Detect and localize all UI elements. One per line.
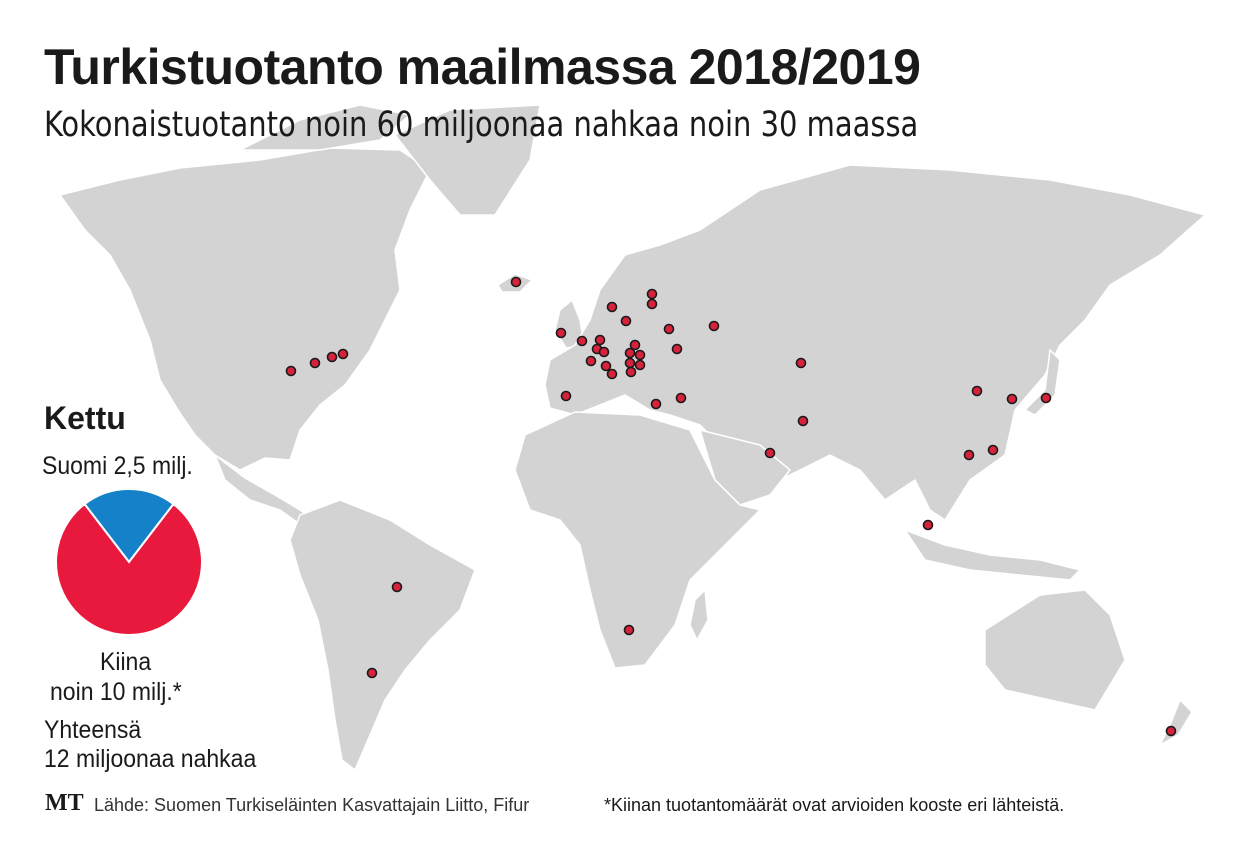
production-site-dot — [922, 519, 934, 531]
production-site-dot — [1006, 393, 1018, 405]
china-label: Kiina — [100, 648, 152, 676]
production-site-dot — [560, 390, 572, 402]
australia — [984, 589, 1126, 711]
production-site-dot — [624, 357, 636, 369]
fox-pie-chart — [55, 488, 203, 636]
production-site-dot — [650, 398, 662, 410]
pie-slice-suomi — [83, 488, 175, 564]
finland-label: Suomi 2,5 milj. — [42, 452, 193, 480]
production-site-dot — [1165, 725, 1177, 737]
production-site-dot — [797, 415, 809, 427]
production-site-dot — [555, 327, 567, 339]
production-site-dot — [625, 366, 637, 378]
pie-slice-kiina — [55, 502, 203, 636]
production-site-dot — [1040, 392, 1052, 404]
production-site-dot — [795, 357, 807, 369]
production-site-dot — [963, 449, 975, 461]
pie-heading: Kettu — [44, 400, 126, 436]
mt-logo: MT — [45, 790, 84, 816]
north-america — [59, 147, 431, 471]
canadian-islands — [239, 104, 411, 151]
production-site-dot — [576, 335, 588, 347]
production-site-dot — [623, 624, 635, 636]
total-value: 12 miljoonaa nahkaa — [44, 745, 257, 773]
production-site-dot — [391, 581, 403, 593]
production-site-dot — [585, 355, 597, 367]
production-site-dot — [675, 392, 687, 404]
production-site-dot — [606, 368, 618, 380]
production-site-dot — [646, 298, 658, 310]
production-site-dot — [337, 348, 349, 360]
source-text: Lähde: Suomen Turkiseläinten Kasvattajai… — [94, 795, 530, 815]
production-site-dot — [326, 351, 338, 363]
production-site-dot — [971, 385, 983, 397]
madagascar — [689, 589, 709, 641]
production-site-dot — [987, 444, 999, 456]
subtitle: Kokonaistuotanto noin 60 miljoonaa nahka… — [44, 105, 919, 145]
production-site-dot — [634, 359, 646, 371]
production-site-dot — [646, 288, 658, 300]
production-site-dot — [624, 347, 636, 359]
eurasia — [544, 164, 1206, 521]
production-site-dot — [629, 339, 641, 351]
production-site-dot — [285, 365, 297, 377]
south-america — [289, 499, 476, 771]
japan — [1024, 349, 1061, 416]
production-site-dot — [594, 334, 606, 346]
production-site-dot — [620, 315, 632, 327]
greenland — [394, 104, 541, 216]
footnote: *Kiinan tuotantomäärät ovat arvioiden ko… — [604, 795, 1065, 815]
indonesia — [904, 529, 1081, 581]
production-site-dot — [671, 343, 683, 355]
new-zealand — [1159, 699, 1193, 746]
page-title: Turkistuotanto maailmassa 2018/2019 — [44, 39, 921, 95]
production-site-dot — [309, 357, 321, 369]
production-site-dot — [366, 667, 378, 679]
china-value: noin 10 milj.* — [50, 678, 182, 706]
production-site-dot — [598, 346, 610, 358]
africa — [514, 411, 761, 669]
production-site-dot — [600, 360, 612, 372]
production-site-dot — [764, 447, 776, 459]
production-site-dot — [708, 320, 720, 332]
production-site-dot — [510, 276, 522, 288]
production-site-dot — [663, 323, 675, 335]
production-site-dot — [634, 349, 646, 361]
total-label: Yhteensä — [44, 716, 142, 744]
production-site-dot — [606, 301, 618, 313]
